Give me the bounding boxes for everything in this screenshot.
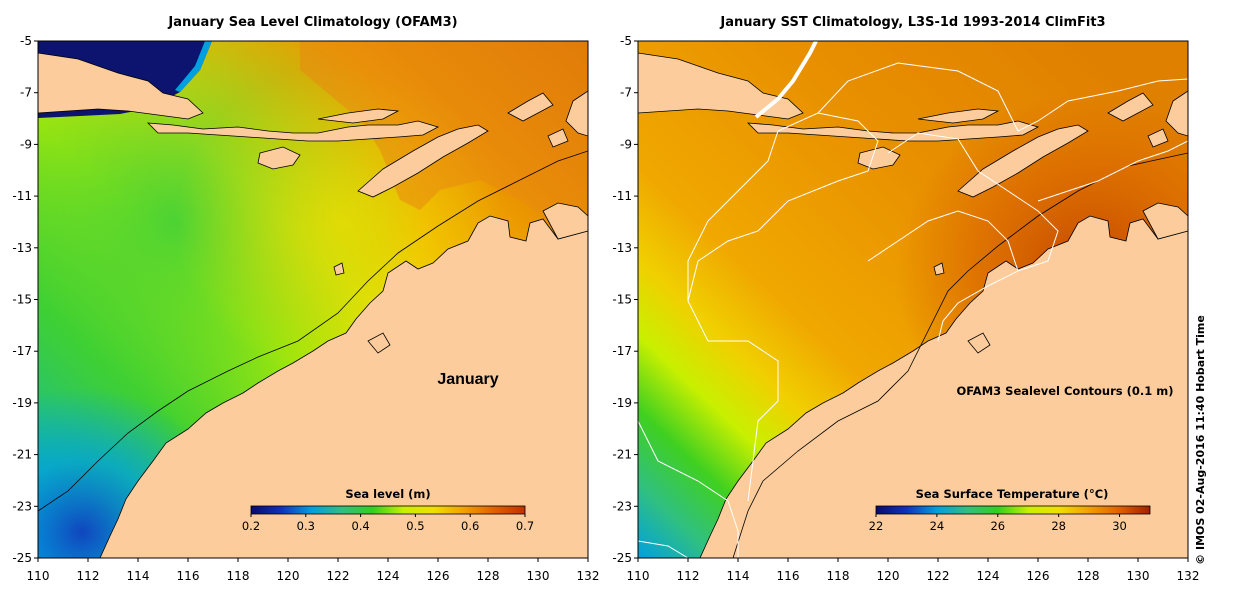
left-x-tick-label: 112 [77,569,100,583]
right-annotation: OFAM3 Sealevel Contours (0.1 m) [957,384,1174,398]
right-y-tick-label: -25 [612,551,632,565]
left-x-tick-label: 130 [527,569,550,583]
left-panel: January Sea Level Climatology (OFAM3) Ja… [12,15,599,583]
left-y-tick-label: -11 [12,189,32,203]
left-title: January Sea Level Climatology (OFAM3) [167,15,457,30]
right-colorbar-tick-label: 30 [1112,519,1127,533]
left-annotation: January [437,371,498,388]
right-y-tick-label: -9 [620,137,632,151]
right-y-tick-label: -5 [620,34,632,48]
left-y-tick-label: -13 [12,241,32,255]
right-y-tick-label: -23 [612,499,632,513]
left-y-tick-label: -23 [12,499,32,513]
right-colorbar: Sea Surface Temperature (°C) 22 24 26 28 30 [869,487,1151,533]
left-x-tick-label: 110 [27,569,50,583]
left-x-tick-label: 126 [427,569,450,583]
left-x-tick-label: 114 [127,569,150,583]
left-map: January [38,41,588,558]
right-y-tick-label: -19 [612,396,632,410]
left-colorbar-label: Sea level (m) [345,487,430,501]
left-colorbar-ramp [250,505,526,515]
left-y-tick-label: -5 [20,34,32,48]
right-y-tick-label: -7 [620,86,632,100]
right-x-tick-label: 116 [777,569,800,583]
right-title: January SST Climatology, L3S-1d 1993-201… [719,15,1105,30]
right-y-tick-label: -11 [612,189,632,203]
right-x-tick-label: 118 [827,569,850,583]
left-x-axis: 110 112 114 116 118 120 122 124 126 128 130 132 [27,558,600,583]
right-y-tick-label: -15 [612,293,632,307]
left-x-tick-label: 120 [277,569,300,583]
left-colorbar: Sea level (m) 0.2 0.3 0.4 0.5 0.6 0.7 [242,487,534,533]
right-x-tick-label: 130 [1127,569,1150,583]
left-x-tick-label: 116 [177,569,200,583]
right-colorbar-tick-label: 22 [869,519,884,533]
left-y-tick-label: -7 [20,86,32,100]
right-colorbar-tick-label: 26 [990,519,1005,533]
left-y-tick-label: -15 [12,293,32,307]
left-y-tick-label: -17 [12,344,32,358]
right-y-axis: -5 -7 -9 -11 -13 -15 -17 -19 -21 -23 -25 [612,34,638,565]
right-y-tick-label: -17 [612,344,632,358]
right-colorbar-tick-label: 28 [1051,519,1066,533]
right-panel: January SST Climatology, L3S-1d 1993-201… [612,15,1199,583]
right-y-tick-label: -21 [612,448,632,462]
right-x-tick-label: 132 [1177,569,1200,583]
left-colorbar-tick-label: 0.7 [516,519,534,533]
right-colorbar-tick-label: 24 [930,519,945,533]
right-x-tick-label: 112 [677,569,700,583]
left-colorbar-tick-label: 0.5 [406,519,424,533]
left-x-tick-label: 122 [327,569,350,583]
right-map: OFAM3 Sealevel Contours (0.1 m) [638,41,1188,558]
right-x-axis: 110 112 114 116 118 120 122 124 126 128 130 132 [627,558,1200,583]
left-y-tick-label: -25 [12,551,32,565]
left-x-tick-label: 124 [377,569,400,583]
right-x-tick-label: 120 [877,569,900,583]
right-colorbar-ramp [875,505,1151,515]
left-y-tick-label: -9 [20,137,32,151]
right-x-tick-label: 126 [1027,569,1050,583]
left-y-tick-label: -21 [12,448,32,462]
right-x-tick-label: 124 [977,569,1000,583]
left-colorbar-tick-label: 0.4 [351,519,369,533]
left-x-tick-label: 128 [477,569,500,583]
left-colorbar-tick-label: 0.3 [297,519,315,533]
left-y-axis: -5 -7 -9 -11 -13 -15 -17 -19 -21 -23 -25 [12,34,38,565]
right-x-tick-label: 114 [727,569,750,583]
left-x-tick-label: 118 [227,569,250,583]
left-y-tick-label: -19 [12,396,32,410]
right-x-tick-label: 110 [627,569,650,583]
credit-text: © IMOS 02-Aug-2016 11:40 Hobart Time [1194,315,1207,565]
right-x-tick-label: 128 [1077,569,1100,583]
right-y-tick-label: -13 [612,241,632,255]
left-colorbar-tick-label: 0.6 [461,519,479,533]
left-colorbar-tick-label: 0.2 [242,519,260,533]
left-x-tick-label: 132 [577,569,600,583]
right-colorbar-label: Sea Surface Temperature (°C) [916,487,1109,501]
right-x-tick-label: 122 [927,569,950,583]
